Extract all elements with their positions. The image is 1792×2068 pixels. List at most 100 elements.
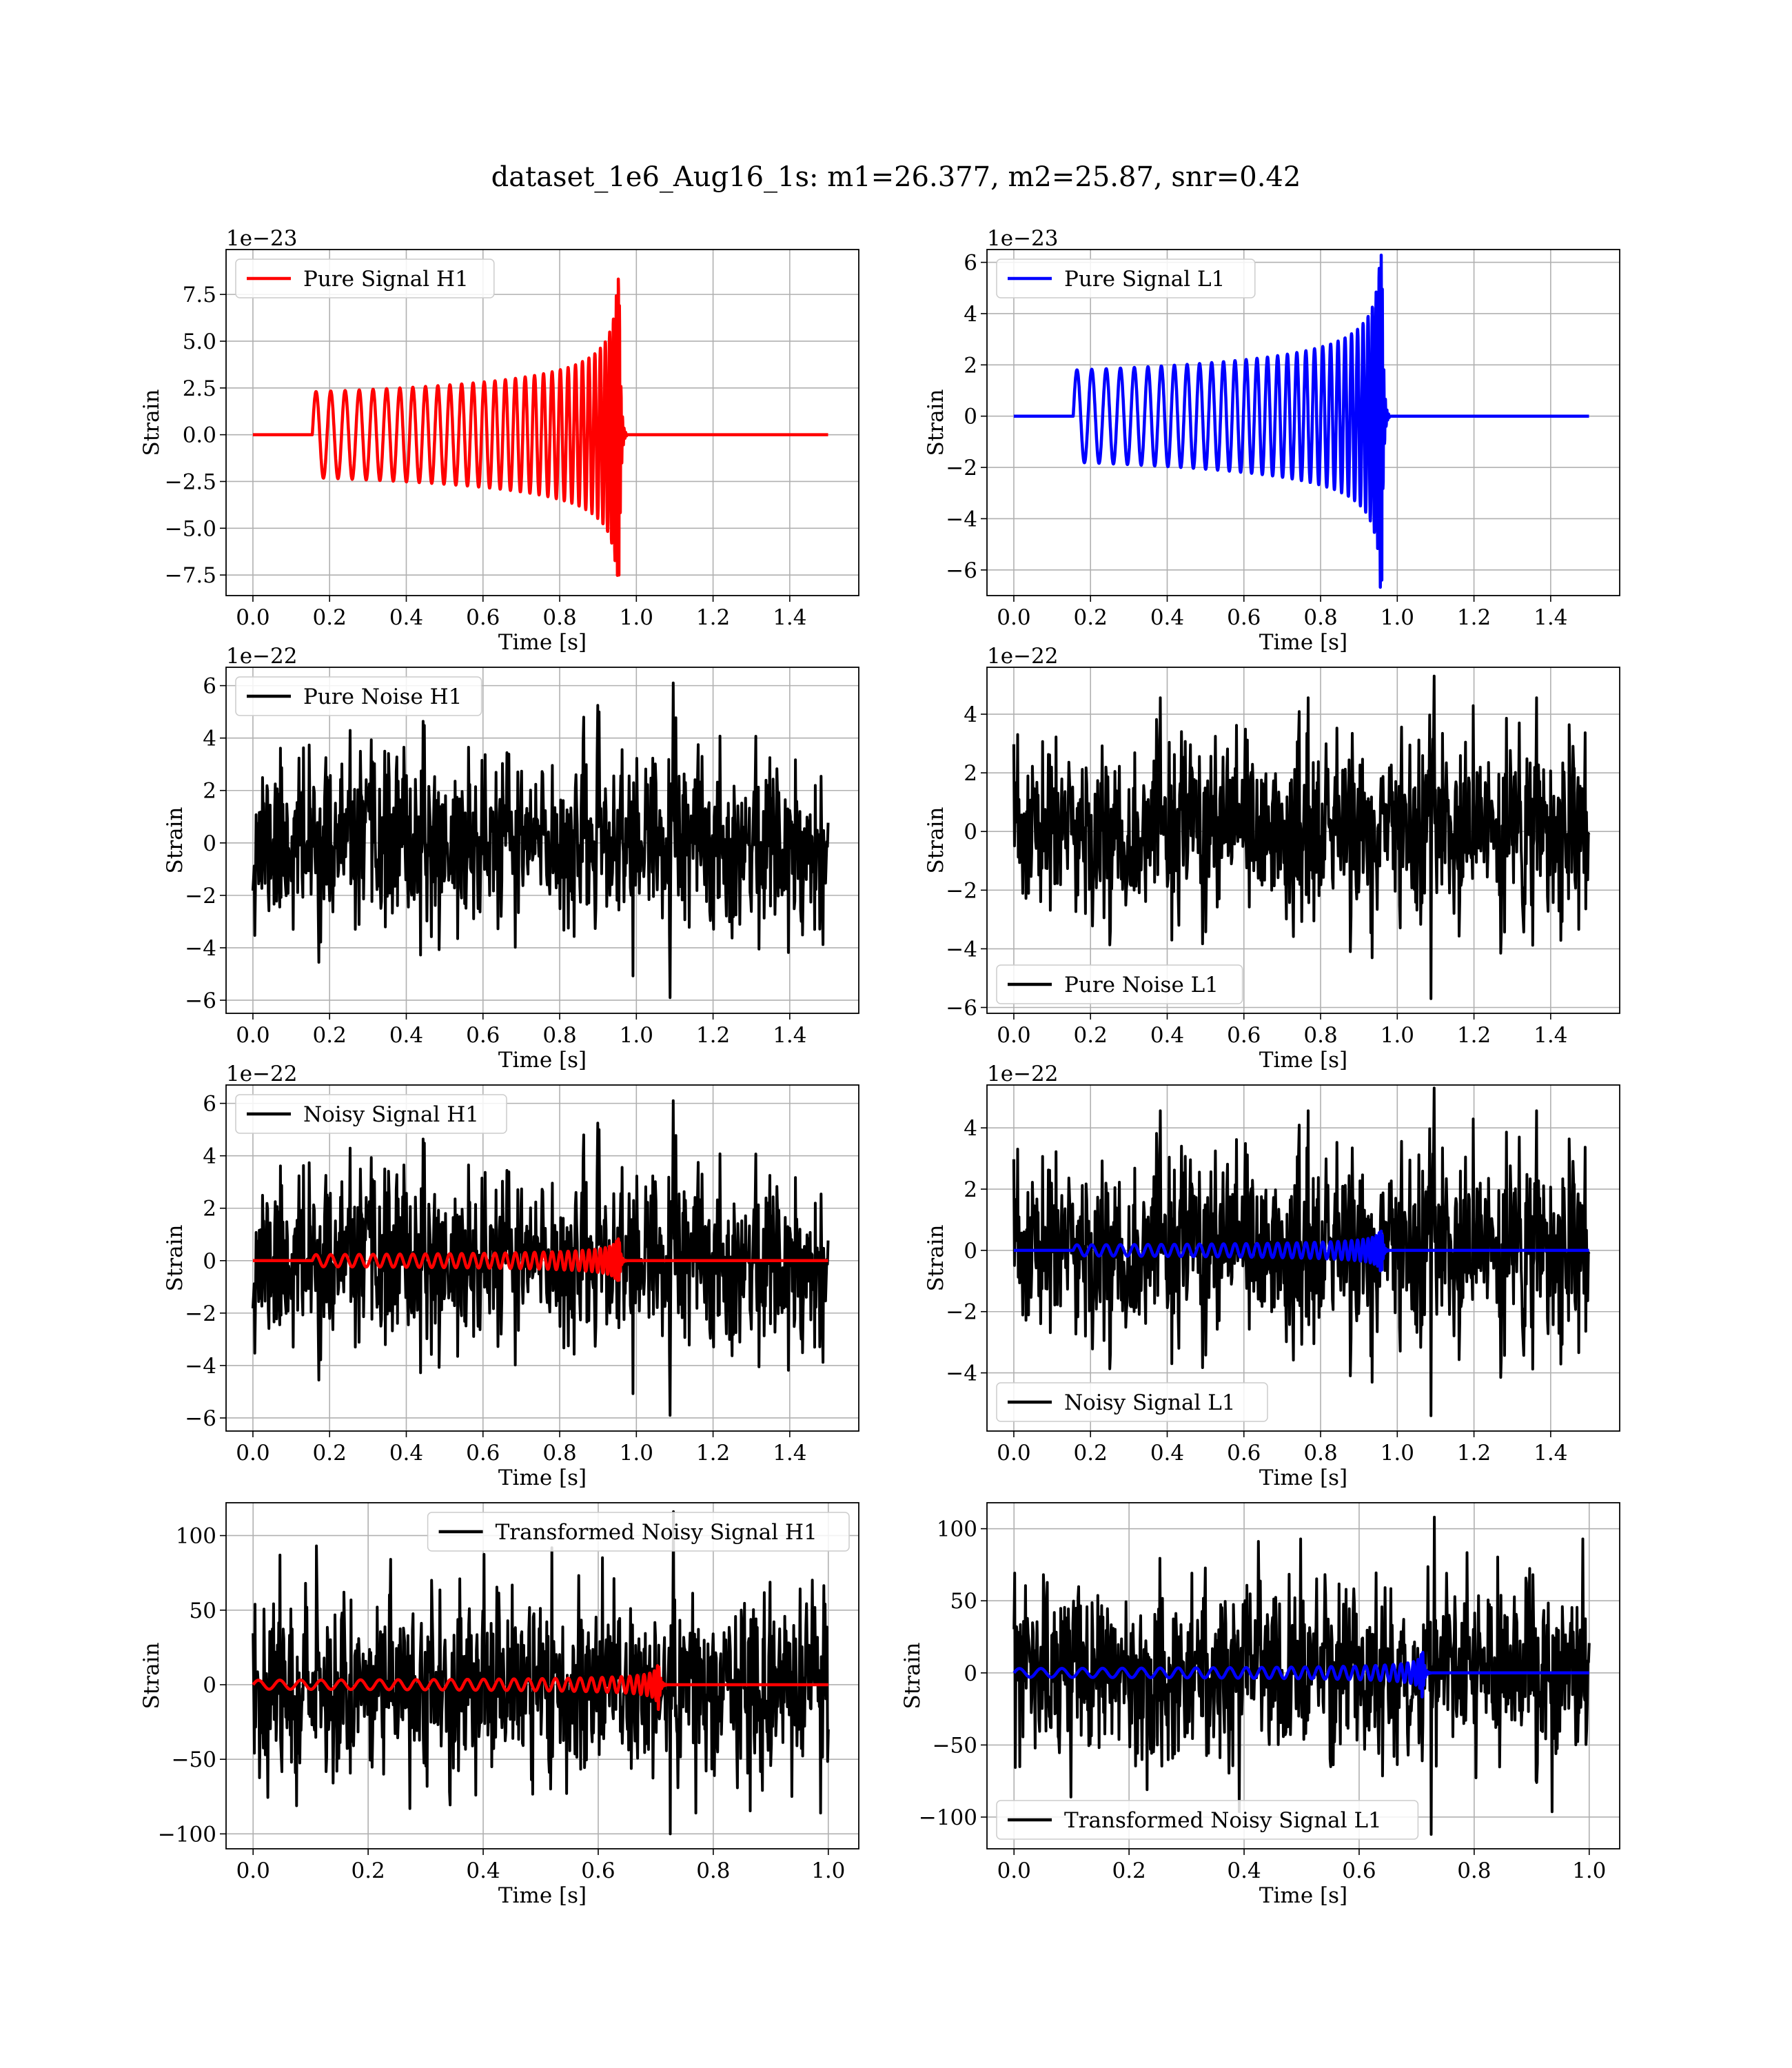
y-tick-label: −6: [185, 1406, 216, 1431]
x-tick-label: 1.2: [696, 1023, 730, 1048]
series-line-transformed-noisy-signal-h1: [252, 1510, 830, 1836]
x-tick-label: 0.4: [466, 1858, 500, 1883]
subplot-noisy-signal-l1: 0.0 0.2 0.4 0.6 0.8 1.0 1.2 1.4 4 2 0 −2 −4 Time [s] S…: [924, 1062, 1620, 1490]
x-tick-label: 0.0: [236, 1858, 270, 1883]
legend-label: Transformed Noisy Signal L1: [1064, 1808, 1382, 1833]
x-tick-label: 0.8: [542, 1441, 576, 1466]
x-tick-label: 0.4: [389, 1441, 423, 1466]
legend-label: Pure Noise L1: [1064, 973, 1219, 997]
legend-label: Noisy Signal H1: [303, 1102, 479, 1127]
y-tick-label: 0: [203, 1673, 216, 1698]
y-tick-label: 4: [203, 727, 216, 751]
legend: Pure Noise L1: [996, 964, 1243, 1004]
y-tick-label: 50: [190, 1599, 216, 1623]
tick-labels: 0.0 0.2 0.4 0.6 0.8 1.0 1.2 1.4 4 2 0 −2 −4 −6: [946, 702, 1567, 1048]
x-tick-label: 0.0: [997, 1441, 1030, 1466]
legend-label: Pure Signal H1: [303, 267, 469, 292]
legend: Pure Signal H1: [235, 258, 495, 298]
tick-labels: 0.0 0.2 0.4 0.6 0.8 1.0 1.2 1.4 6 4 2 0 −2 −4 −6: [185, 1092, 806, 1466]
series-line-noisy-signal-l1-signal-overlay: [1012, 1229, 1591, 1273]
y-tick-label: 100: [937, 1517, 977, 1542]
y-tick-label: 4: [964, 1116, 977, 1141]
x-axis-label: Time [s]: [498, 630, 587, 655]
axis-offset-text: 1e−22: [987, 644, 1059, 669]
x-tick-label: 1.2: [696, 605, 730, 630]
x-tick-label: 0.0: [236, 605, 269, 630]
series-line-transformed-noisy-signal-h1-signal-overlay: [252, 1664, 830, 1712]
x-tick-label: 1.4: [1534, 605, 1567, 630]
x-axis-label: Time [s]: [498, 1048, 587, 1073]
series-line-pure-signal-l1: [1012, 253, 1591, 589]
x-tick-label: 0.8: [1303, 605, 1337, 630]
series-line-noisy-signal-l1: [1012, 1086, 1591, 1417]
x-tick-label: 1.0: [1381, 1441, 1414, 1466]
y-tick-label: −6: [946, 558, 977, 583]
y-tick-label: −50: [172, 1747, 216, 1772]
x-tick-label: 0.6: [466, 605, 500, 630]
legend-box: [996, 1800, 1419, 1840]
y-tick-label: 4: [203, 1144, 216, 1169]
series-line-noisy-signal-h1-signal-overlay: [252, 1237, 830, 1282]
x-axis-label: Time [s]: [1259, 1048, 1347, 1073]
legend: Pure Noise H1: [235, 676, 482, 716]
y-axis-label: Strain: [900, 1643, 925, 1710]
subplot-grid: 0.0 0.2 0.4 0.6 0.8 1.0 1.2 1.4 7.5 5.0 2.5 0.0 −2.5…: [139, 226, 1620, 1908]
axes-frame: [225, 249, 859, 596]
subplot-pure-signal-l1: 0.0 0.2 0.4 0.6 0.8 1.0 1.2 1.4 6 4 2 0 −2 −4 −6 Time […: [924, 226, 1620, 655]
x-tick-label: 0.8: [1303, 1023, 1337, 1048]
y-tick-label: −4: [185, 1354, 216, 1379]
subplot-transformed-noisy-signal-h1: 0.0 0.2 0.4 0.6 0.8 1.0 100 50 0 −50 −100 Time [s] S…: [139, 1502, 859, 1908]
x-tick-label: 1.0: [811, 1858, 845, 1883]
tick-labels: 0.0 0.2 0.4 0.6 0.8 1.0 100 50 0 −50 −100: [158, 1524, 846, 1883]
legend-box: [996, 964, 1243, 1004]
x-tick-label: 0.4: [1227, 1858, 1261, 1883]
y-tick-label: 0: [964, 1661, 977, 1686]
x-tick-label: 0.2: [1074, 1023, 1108, 1048]
series-line-transformed-noisy-signal-l1-signal-overlay: [1012, 1650, 1591, 1699]
x-tick-label: 0.4: [1150, 1023, 1184, 1048]
axes-frame: [986, 1502, 1620, 1849]
subplot-pure-noise-h1: 0.0 0.2 0.4 0.6 0.8 1.0 1.2 1.4 6 4 2 0 −2 −4 −6 Time […: [163, 644, 859, 1073]
axis-offset-text: 1e−23: [226, 226, 298, 251]
y-tick-label: 5.0: [183, 330, 216, 354]
subplot-noisy-signal-h1: 0.0 0.2 0.4 0.6 0.8 1.0 1.2 1.4 6 4 2 0 −2 −4 −6 Time […: [163, 1062, 859, 1490]
x-tick-label: 1.0: [1381, 1023, 1414, 1048]
axes-frame: [986, 667, 1620, 1014]
y-tick-label: −2: [185, 884, 216, 909]
legend-label: Noisy Signal L1: [1064, 1390, 1236, 1415]
x-tick-label: 1.4: [773, 605, 806, 630]
y-tick-label: 4: [964, 302, 977, 327]
x-tick-label: 0.2: [313, 1023, 347, 1048]
x-tick-label: 1.0: [1572, 1858, 1606, 1883]
figure-title: dataset_1e6_Aug16_1s: m1=26.377, m2=25.8…: [491, 161, 1301, 193]
legend: Noisy Signal L1: [996, 1382, 1268, 1422]
y-tick-label: 6: [203, 674, 216, 699]
series-line-pure-noise-h1: [251, 681, 830, 1000]
x-axis-label: Time [s]: [498, 1466, 587, 1490]
series-group: [1012, 1515, 1591, 1836]
y-tick-label: −5.0: [165, 516, 216, 541]
y-tick-label: −4: [185, 936, 216, 961]
axes-frame: [986, 249, 1620, 596]
x-tick-label: 0.8: [542, 605, 576, 630]
x-tick-label: 0.0: [997, 1023, 1030, 1048]
x-tick-label: 1.2: [1457, 605, 1491, 630]
grid-lines: [987, 250, 1620, 596]
x-tick-label: 1.2: [1457, 1441, 1491, 1466]
series-group: [251, 681, 830, 1000]
y-tick-label: 2: [964, 761, 977, 786]
x-tick-label: 0.4: [389, 1023, 423, 1048]
series-line-pure-noise-l1: [1012, 674, 1591, 1000]
series-line-noisy-signal-h1: [251, 1099, 830, 1417]
axes-frame: [986, 1084, 1620, 1432]
tick-labels: 0.0 0.2 0.4 0.6 0.8 1.0 1.2 1.4 6 4 2 0 −2 −4 −6: [946, 251, 1567, 630]
y-tick-label: −6: [946, 995, 977, 1020]
y-tick-label: 0: [203, 831, 216, 856]
x-tick-label: 0.4: [389, 605, 423, 630]
x-tick-label: 0.4: [1150, 1441, 1184, 1466]
y-tick-label: 2: [964, 1177, 977, 1202]
legend-box: [235, 258, 495, 298]
x-tick-label: 0.6: [1342, 1858, 1376, 1883]
x-tick-label: 0.6: [1227, 605, 1261, 630]
